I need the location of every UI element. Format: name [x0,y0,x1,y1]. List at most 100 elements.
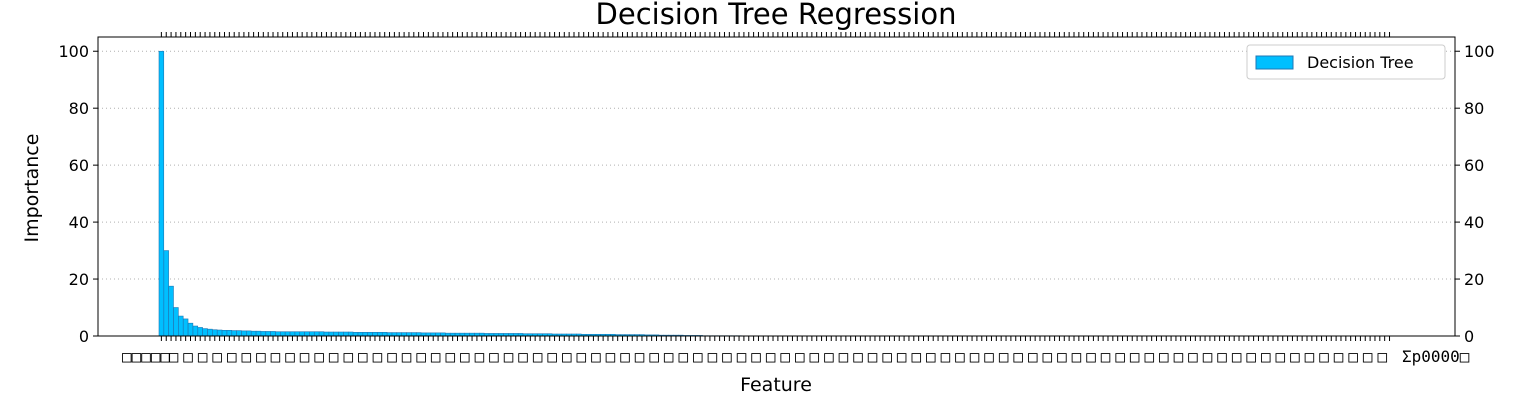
x-tick-label: □ [1276,347,1286,366]
bar [352,331,359,337]
bar [304,331,310,337]
y-tick-label: 20 [69,270,89,289]
x-tick-label: □ [620,347,630,366]
x-tick-label: □ [1305,347,1315,366]
x-tick-label: □ [242,347,252,366]
y2-tick-label: 0 [1464,327,1474,346]
x-tick-label: □ [198,347,208,366]
bar [348,331,354,337]
x-tick-label-end: Σp0000□ [1402,347,1470,366]
x-tick-label: □ [1144,347,1154,366]
y-axis-left: 0 20 40 60 80 100 [58,42,98,346]
x-tick-label: □ [475,347,485,366]
y-tick-label: 80 [69,99,89,118]
x-tick-label: □ [868,347,878,366]
x-tick-label: □ [678,347,688,366]
bar [411,332,417,337]
plot-area-frame [97,36,1456,337]
bar [391,332,398,337]
x-tick-label: □ [547,347,557,366]
bar [362,331,368,337]
x-axis-label: Feature [740,374,812,396]
x-tick-label: □ [606,347,616,366]
y2-tick-label: 20 [1464,270,1484,289]
bar [381,331,388,337]
bar [192,325,199,337]
top-tick-marks [160,32,1391,341]
y2-tick-label: 100 [1464,42,1495,61]
y-tick-label: 100 [58,42,89,61]
legend-label: Decision Tree [1307,53,1414,72]
x-tick-label: □ [431,347,441,366]
x-tick-label: □ [387,347,397,366]
bar [294,331,300,337]
bar [328,331,334,337]
x-tick-label: □ [751,347,761,366]
bar [241,330,247,337]
x-tick-label: □ [664,347,674,366]
x-tick-label: □ [343,347,353,366]
x-tick-label: □ [1203,347,1213,366]
x-tick-label: □ [504,347,514,366]
y2-tick-label: 80 [1464,99,1484,118]
x-tick-label: □ [737,347,747,366]
x-tick-label: □ [1188,347,1198,366]
x-tick-label: □ [1028,347,1038,366]
x-tick-label: □ [212,347,222,366]
y-tick-label: 40 [69,213,89,232]
x-tick-label: □ [1159,347,1169,366]
x-tick-label: □ [329,347,339,366]
y-tick-label: 0 [79,327,89,346]
bar [275,331,281,337]
y2-tick-label: 60 [1464,156,1484,175]
x-tick-label: □ [722,347,732,366]
x-tick-label: □ [795,347,805,366]
bar [197,327,203,337]
bar [309,331,315,337]
y-axis-right: 0 20 40 60 80 100 [1455,42,1495,346]
bar [396,332,402,337]
x-tick-label: □ [533,347,543,366]
bar [284,331,291,337]
x-tick-label: □ [780,347,790,366]
x-tick-label: □ [271,347,281,366]
bar [265,331,271,337]
bar [163,250,169,337]
x-tick-label: □ [635,347,645,366]
bar [280,331,286,337]
x-tick-label: □ [766,347,776,366]
x-tick-label: □ [1013,347,1023,366]
x-tick-label: □ [1086,347,1096,366]
x-tick-label: □ [1348,347,1358,366]
legend[interactable]: Decision Tree [1246,44,1446,80]
x-tick-label: □ [1174,347,1184,366]
legend-box [1246,44,1446,80]
x-tick-label: □ [897,347,907,366]
bar [250,330,257,337]
bar [246,330,252,337]
x-tick-label: □ [460,347,470,366]
bar [289,331,296,337]
x-tick-label: □ [373,347,383,366]
legend-swatch [1255,55,1294,70]
bar [338,331,344,337]
bar [318,331,325,337]
grid-lines [98,50,1455,280]
x-tick-label: □ [256,347,266,366]
x-tick-label: □ [358,347,368,366]
x-tick-label: □ [970,347,980,366]
bar [343,331,349,337]
bar [255,330,262,337]
x-tick-label: □ [839,347,849,366]
y-tick-label: 60 [69,156,89,175]
x-tick-label: □ [1334,347,1344,366]
x-tick-label: □ [577,347,587,366]
x-tick-label: □ [984,347,994,366]
bar [236,330,242,337]
x-tick-label: □ [402,347,412,366]
bar [158,50,165,337]
x-tick-label: □ [1377,347,1387,366]
x-tick-label: □ [882,347,892,366]
bar [401,332,407,337]
x-tick-label: □ [999,347,1009,366]
